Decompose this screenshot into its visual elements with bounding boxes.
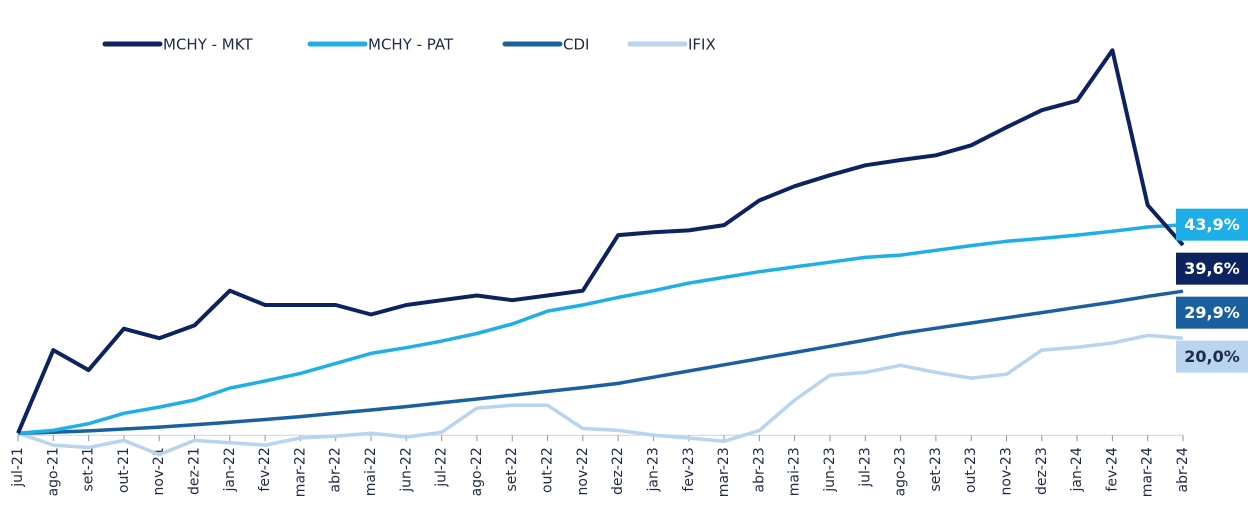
legend-label: CDI (563, 36, 589, 54)
x-tick-label: jan-22 (222, 447, 238, 492)
x-tick-label: jul-21 (10, 447, 26, 488)
x-tick-label: jan-24 (1069, 447, 1085, 492)
end-label-box (1176, 252, 1248, 285)
x-tick-label: set-22 (504, 447, 520, 491)
end-label-box (1176, 208, 1248, 241)
x-tick-label: out-21 (116, 447, 132, 493)
x-tick-label: abr-22 (328, 447, 344, 492)
x-tick-label: dez-22 (610, 447, 626, 495)
x-tick-label: jul-22 (434, 447, 450, 488)
x-tick-label: jul-23 (857, 447, 873, 488)
end-label-box (1176, 296, 1248, 329)
series-line (17, 222, 1184, 435)
legend-label: MCHY - PAT (368, 36, 454, 54)
x-tick-label: jan-23 (645, 447, 661, 492)
x-tick-label: out-22 (540, 447, 556, 493)
x-tick-label: jun-23 (822, 447, 838, 493)
x-tick-label: dez-23 (1034, 447, 1050, 495)
x-tick-label: fev-22 (257, 447, 273, 491)
x-tick-label: fev-24 (1104, 447, 1120, 491)
x-tick-label: jun-22 (398, 447, 414, 493)
x-tick-label: nov-23 (998, 447, 1014, 495)
x-tick-label: mar-24 (1140, 447, 1156, 497)
series-line (17, 289, 1184, 435)
end-label: 20,0% (1184, 347, 1240, 366)
x-tick-label: ago-23 (893, 447, 909, 496)
series-line (17, 333, 1184, 457)
end-label-box (1176, 340, 1248, 373)
x-tick-label: set-21 (81, 447, 97, 491)
x-tick-label: mar-22 (292, 447, 308, 497)
legend-label: MCHY - MKT (163, 36, 253, 54)
x-tick-label: abr-23 (751, 447, 767, 492)
legend-label: IFIX (688, 36, 716, 54)
end-label: 43,9% (1184, 215, 1240, 234)
x-tick-label: nov-21 (151, 447, 167, 495)
end-label: 29,9% (1184, 303, 1240, 322)
x-tick-label: out-23 (963, 447, 979, 493)
x-tick-label: mai-23 (787, 447, 803, 496)
x-tick-label: set-23 (928, 447, 944, 491)
x-tick-label: ago-22 (469, 447, 485, 496)
x-tick-label: abr-24 (1175, 447, 1191, 492)
x-tick-label: mai-22 (363, 447, 379, 496)
x-tick-label: fev-23 (681, 447, 697, 491)
x-tick-label: mar-23 (716, 447, 732, 497)
x-tick-label: ago-21 (45, 447, 61, 496)
series-line (16, 48, 1185, 434)
x-tick-label: nov-22 (575, 447, 591, 495)
end-label: 39,6% (1184, 259, 1240, 278)
x-tick-label: dez-21 (187, 447, 203, 495)
